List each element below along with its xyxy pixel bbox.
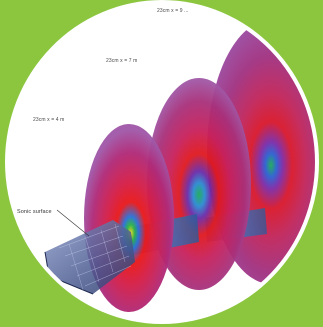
sonic-surface-leader [56,209,90,237]
label-slice-near: 23cm x = 4 m [33,117,65,123]
label-slice-far: 23cm x = 9 ... [157,8,189,14]
label-sonic-surface: Sonic surface [17,209,52,215]
sonic-surface-body [44,220,135,295]
visualization-scene [44,20,315,312]
label-slice-mid: 23cm x = 7 m [106,58,138,64]
circular-frame: 23cm x = 9 ... 23cm x = 7 m 23cm x = 4 m… [9,4,315,320]
